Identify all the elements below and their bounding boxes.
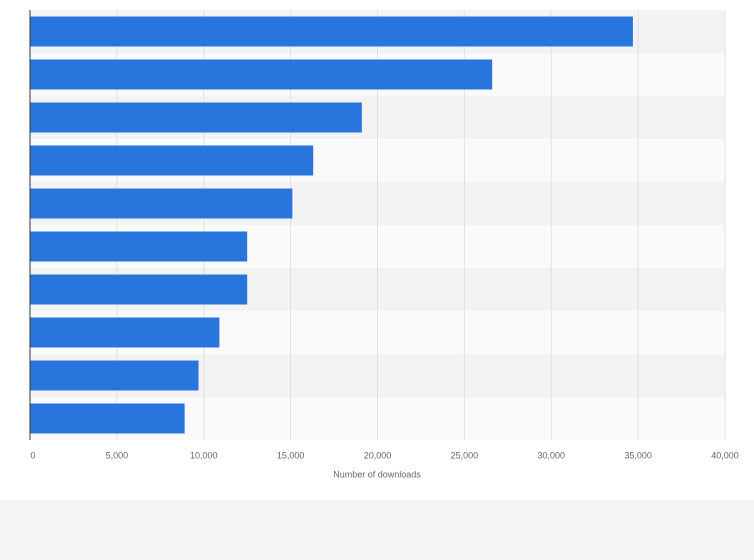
x-tick-label: 35,000 — [624, 450, 652, 460]
x-tick-label: 0 — [30, 450, 35, 460]
bar — [30, 188, 293, 219]
bar — [30, 145, 314, 176]
x-tick-label: 15,000 — [277, 450, 305, 460]
x-tick-label: 40,000 — [711, 450, 739, 460]
bar — [30, 317, 220, 348]
bar — [30, 360, 199, 391]
bars — [30, 16, 633, 434]
x-tick-label: 30,000 — [537, 450, 565, 460]
bar — [30, 59, 493, 90]
x-tick-label: 10,000 — [190, 450, 218, 460]
x-tick-label: 5,000 — [106, 450, 129, 460]
x-tick-label: 20,000 — [364, 450, 392, 460]
x-tick-label: 25,000 — [451, 450, 479, 460]
bar — [30, 231, 248, 262]
x-axis-label: Number of downloads — [333, 469, 421, 479]
bar — [30, 274, 248, 305]
bar — [30, 102, 362, 133]
bar — [30, 403, 185, 434]
bar — [30, 16, 633, 47]
